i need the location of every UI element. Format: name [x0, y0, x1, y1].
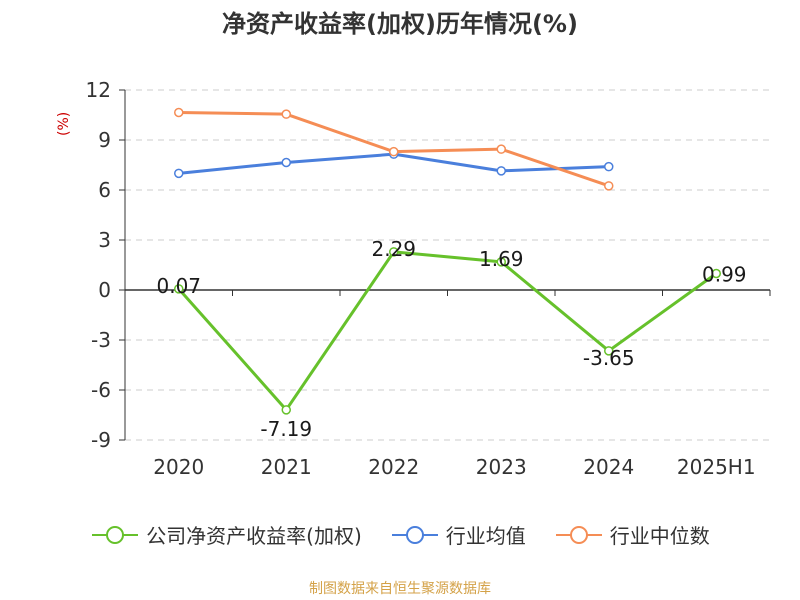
data-label: -3.65: [583, 346, 635, 370]
data-point: [281, 157, 291, 168]
y-tick-label: 0: [98, 278, 111, 302]
series-layer: [174, 107, 721, 415]
x-tick-label: 2022: [368, 455, 419, 479]
legend-item: 行业均值: [390, 520, 526, 549]
chart-title: 净资产收益率(加权)历年情况(%): [222, 10, 578, 38]
grid-layer: [125, 89, 770, 441]
y-tick-label: 3: [98, 228, 111, 252]
data-point: [604, 161, 614, 172]
data-point: [174, 168, 184, 179]
x-tick-label: 2024: [583, 455, 634, 479]
data-point: [389, 146, 399, 157]
y-tick-label: -9: [91, 428, 111, 452]
data-point: [281, 109, 291, 119]
y-tick-label: 6: [98, 178, 111, 202]
data-point: [604, 346, 614, 356]
legend-item: 行业中位数: [554, 520, 710, 549]
data-label: 0.07: [156, 274, 201, 298]
data-point: [174, 107, 184, 118]
legend-swatch-icon: [555, 525, 602, 544]
y-tick-label: -3: [91, 328, 111, 352]
data-label: -7.19: [260, 417, 312, 441]
legend-swatch-icon: [92, 525, 139, 544]
source-note: 制图数据来自恒生聚源数据库: [309, 581, 491, 597]
x-tick-label: 2025H1: [677, 455, 756, 479]
data-point: [711, 268, 721, 279]
y-tick-label: 12: [86, 78, 111, 102]
data-point: [174, 284, 184, 294]
legend-label: 公司净资产收益率(加权): [146, 524, 362, 548]
x-tick-label: 2021: [261, 455, 312, 479]
legend-item: 公司净资产收益率(加权): [90, 520, 362, 549]
legend-label: 行业均值: [445, 524, 526, 548]
data-label: 2.29: [371, 237, 416, 261]
data-label: 1.69: [479, 247, 524, 271]
data-point: [604, 181, 614, 191]
data-label: 0.99: [702, 263, 747, 287]
legend: 公司净资产收益率(加权) 行业均值 行业中位数: [0, 520, 800, 549]
data-point: [496, 257, 506, 267]
data-point: [496, 144, 506, 154]
data-label-layer: 0.07 -7.19 2.29 1.69 -3.65 0.99: [156, 237, 746, 441]
y-tick-label: 9: [98, 128, 111, 152]
x-tick-label: 2023: [476, 455, 527, 479]
data-point: [281, 405, 291, 415]
series-line: [177, 250, 718, 412]
data-point: [496, 166, 506, 176]
x-tick-label: 2020: [153, 455, 204, 479]
data-point: [389, 247, 399, 257]
legend-label: 行业中位数: [609, 524, 710, 548]
y-tick-label: -6: [91, 378, 111, 402]
axis-layer: 12 9 6 3 0 -3 -6 -9 2020 2021 2022 2023 2024 2025H1: [86, 78, 771, 479]
legend-swatch-icon: [391, 525, 438, 544]
